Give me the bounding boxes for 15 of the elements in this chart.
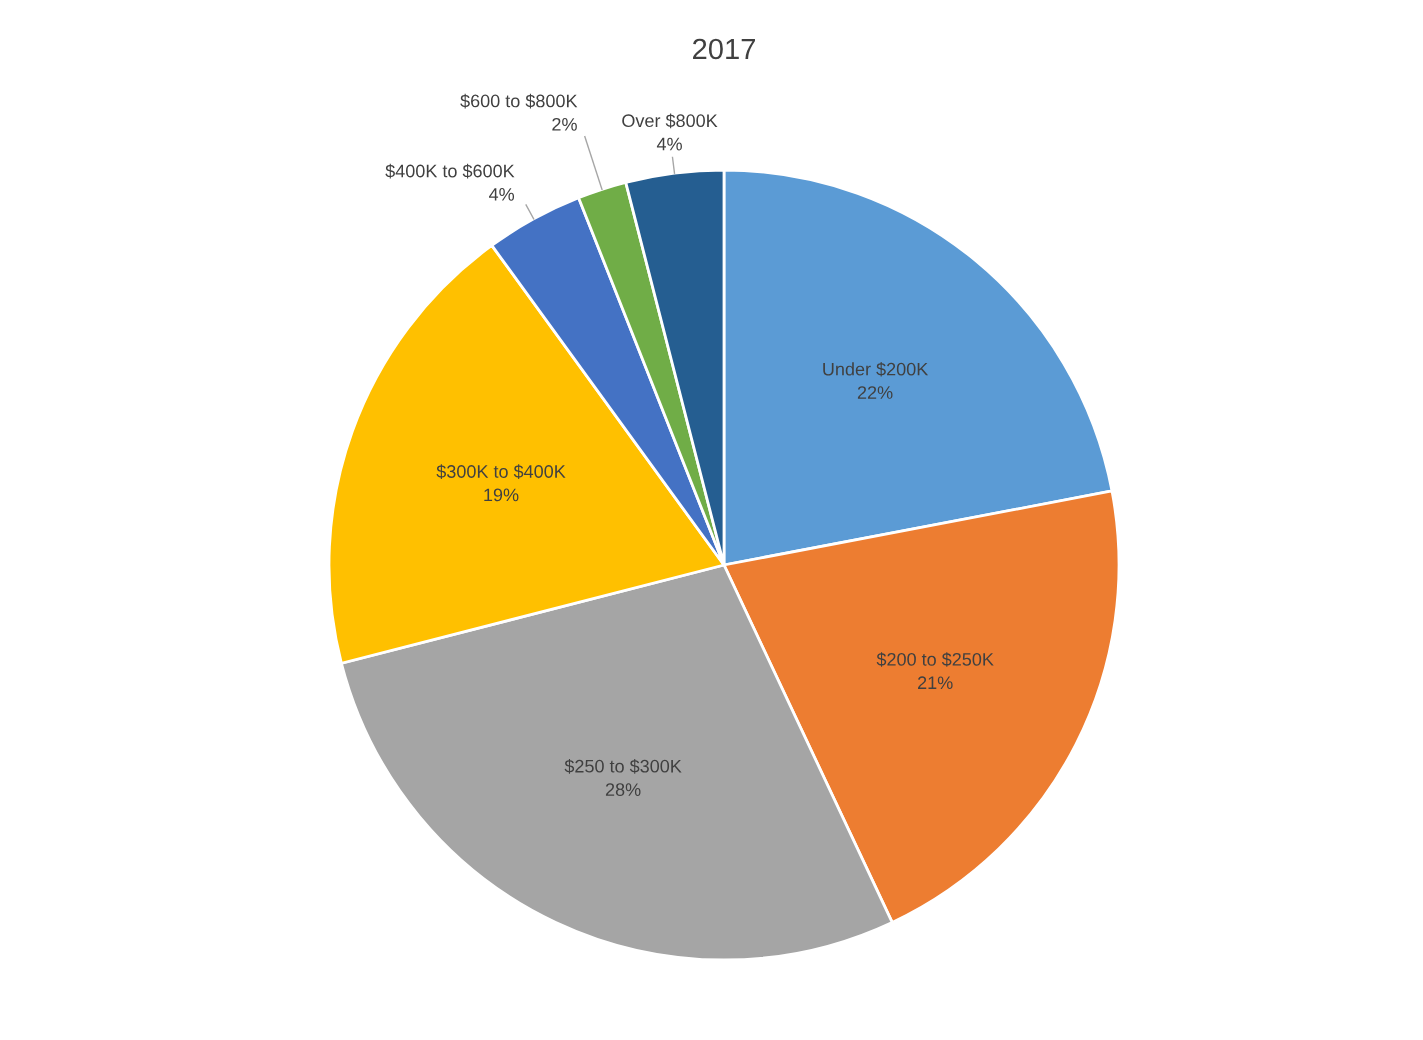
slice-label: $300K to $400K: [436, 464, 566, 479]
chart-title: 2017: [693, 38, 755, 60]
data-label: 4%: [489, 188, 515, 201]
data-label: 21%: [918, 676, 953, 690]
slice-label: $400K to $600K: [385, 163, 515, 179]
data-label: 28%: [605, 783, 641, 796]
data-label: 19%: [484, 488, 519, 502]
data-label: 4%: [656, 137, 682, 151]
slice-label: Under $200K: [823, 362, 929, 377]
slice-label: $200 to $250K: [876, 652, 994, 667]
data-label: 22%: [857, 386, 893, 399]
data-label: 2%: [552, 117, 577, 131]
slice-label: Over $800K: [622, 113, 718, 129]
slice-label: $600 to $800K: [460, 93, 578, 109]
slice-label: $250 to $300K: [564, 759, 682, 774]
